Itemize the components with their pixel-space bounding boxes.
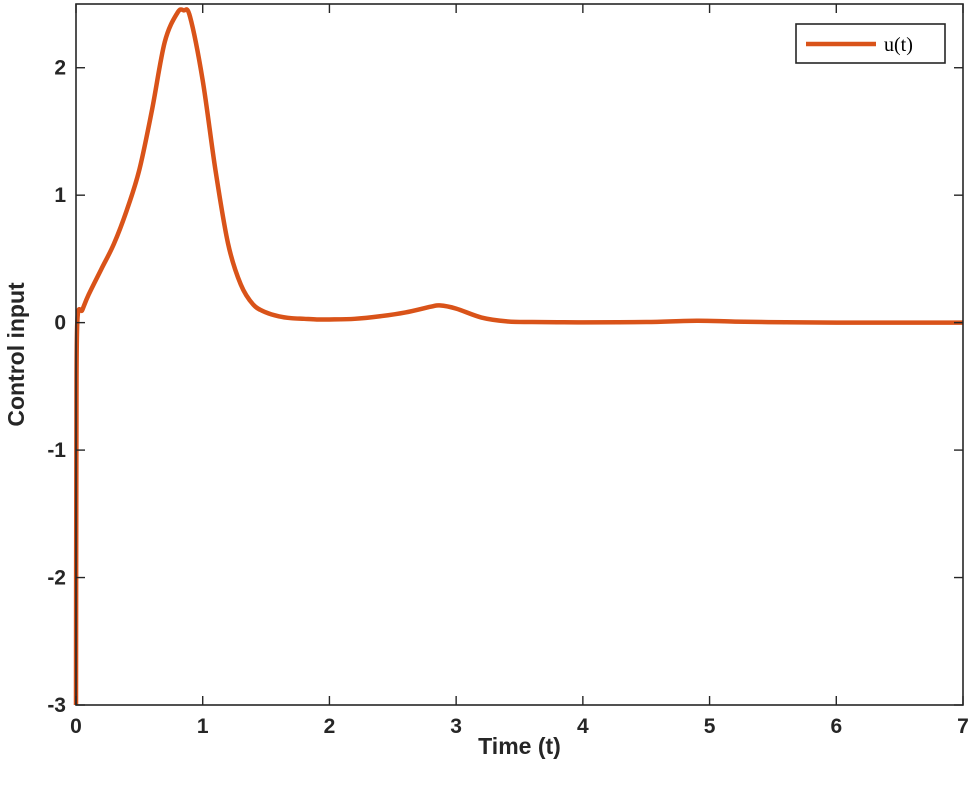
plot-area [76, 4, 963, 705]
x-tick-label: 3 [450, 715, 462, 738]
axes-box [75, 3, 964, 706]
tick-layer: 0 1 2 3 4 5 6 7 -3 -2 -1 0 1 2 [47, 4, 969, 738]
y-tick-label: -3 [47, 694, 66, 717]
y-tick-label: 0 [54, 312, 66, 335]
y-tick-label: 1 [54, 184, 66, 207]
x-tick-label: 7 [957, 715, 969, 738]
y-tick-label: -2 [47, 567, 66, 590]
x-tick-label: 0 [70, 715, 82, 738]
legend: u(t) [795, 23, 946, 64]
y-tick-label: -1 [47, 439, 66, 462]
x-axis-title: Time (t) [478, 733, 561, 759]
x-tick-label: 4 [577, 715, 589, 738]
x-tick-label: 6 [830, 715, 842, 738]
series-line-u [73, 7, 963, 706]
y-axis-title: Control input [3, 282, 29, 427]
x-tick-label: 2 [324, 715, 336, 738]
y-tick-label: 2 [54, 57, 66, 80]
x-tick-label: 1 [197, 715, 209, 738]
series-layer [73, 7, 963, 706]
x-tick-label: 5 [704, 715, 716, 738]
legend-label: u(t) [884, 34, 913, 56]
